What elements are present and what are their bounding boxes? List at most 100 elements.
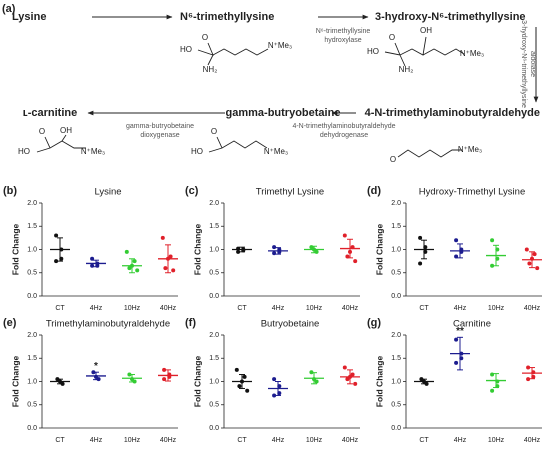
data-point	[342, 365, 347, 370]
data-point	[454, 360, 459, 365]
data-point	[277, 384, 282, 389]
significance-label: **	[456, 326, 464, 337]
data-point	[277, 391, 282, 396]
data-point	[240, 379, 244, 384]
compound-name: Lysine	[12, 11, 46, 23]
chart-title: Lysine	[94, 187, 121, 198]
atom-label: O	[39, 127, 45, 136]
data-point	[241, 248, 246, 253]
data-point	[350, 245, 355, 250]
x-tick-label: CT	[55, 437, 65, 444]
data-point	[423, 245, 428, 250]
chart-title: Trimethylaminobutyraldehyde	[46, 319, 170, 330]
x-tick-label: 10Hz	[488, 305, 505, 312]
y-tick-label: 0.0	[209, 293, 219, 300]
data-point	[163, 266, 168, 271]
x-tick-label: 40Hz	[524, 437, 541, 444]
enzyme-label: gamma-butryobetaine	[126, 123, 194, 130]
data-point	[54, 233, 59, 238]
enzyme-label: hydroxylase	[324, 37, 361, 44]
data-point	[94, 374, 98, 379]
compound-name: 3-hydroxy-N⁶-trimethyllysine	[375, 11, 526, 23]
enzyme-label: aldolase	[529, 51, 536, 77]
y-axis-label: Fold Change	[192, 224, 202, 276]
data-point	[96, 377, 101, 382]
compound-name: ʟ-carnitine	[23, 107, 77, 119]
data-point	[459, 356, 464, 361]
data-point	[167, 374, 172, 379]
x-tick-label: 10Hz	[124, 305, 141, 312]
x-tick-label: CT	[237, 305, 247, 312]
x-tick-label: CT	[419, 305, 429, 312]
x-tick-label: 40Hz	[342, 305, 359, 312]
data-point	[309, 245, 314, 250]
data-point	[531, 370, 536, 375]
x-tick-label: CT	[55, 305, 65, 312]
data-point	[459, 351, 464, 356]
atom-label: HO	[367, 47, 379, 56]
data-point	[527, 261, 532, 266]
panel-label: (e)	[3, 317, 17, 329]
data-point	[454, 337, 459, 342]
data-point	[495, 384, 500, 389]
y-axis-label: Fold Change	[374, 224, 384, 276]
y-axis-label: Fold Change	[374, 356, 384, 408]
x-tick-label: 10Hz	[124, 437, 141, 444]
x-tick-label: 10Hz	[488, 437, 505, 444]
x-tick-label: 40Hz	[524, 305, 541, 312]
data-point	[130, 263, 134, 268]
data-point	[168, 254, 173, 259]
x-tick-label: 40Hz	[160, 305, 177, 312]
y-tick-label: 0.5	[391, 270, 401, 277]
data-point	[342, 233, 347, 238]
y-tick-label: 0.0	[27, 425, 37, 432]
data-point	[272, 377, 277, 382]
atom-label: N⁺Me₃	[460, 49, 484, 58]
atom-label: NH₂	[203, 65, 218, 74]
enzyme-label: 3-hydroxy-N⁶-trimethyllysine	[520, 20, 527, 108]
data-point	[135, 268, 140, 273]
compound-name: gamma-butryobetaine	[226, 107, 341, 119]
data-point	[91, 370, 96, 375]
atom-label: O	[390, 155, 396, 164]
compound-name: 4-N-trimethylaminobutyraldehyde	[365, 107, 540, 119]
x-tick-label: CT	[419, 437, 429, 444]
data-point	[162, 377, 167, 382]
atom-label: NH₂	[399, 65, 414, 74]
y-tick-label: 0.5	[209, 270, 219, 277]
data-point	[58, 379, 62, 384]
data-point	[353, 259, 358, 264]
atom-label: HO	[191, 147, 203, 156]
data-point	[314, 249, 319, 254]
y-tick-label: 2.0	[209, 332, 219, 339]
structure	[384, 36, 465, 67]
x-tick-label: 4Hz	[90, 305, 103, 312]
data-point	[345, 254, 350, 259]
data-point	[526, 365, 531, 370]
data-point	[272, 251, 277, 256]
data-point	[490, 263, 495, 268]
y-tick-label: 1.5	[391, 355, 401, 362]
chart-title: Butryobetaine	[261, 319, 320, 330]
y-tick-label: 0.0	[209, 425, 219, 432]
enzyme-label: dehydrogenase	[320, 132, 368, 139]
panel-label: (g)	[367, 317, 381, 329]
data-point	[272, 245, 277, 250]
data-point	[272, 393, 277, 398]
data-point	[130, 377, 134, 382]
y-tick-label: 2.0	[391, 332, 401, 339]
y-axis-label: Fold Change	[10, 224, 20, 276]
data-point	[490, 372, 495, 377]
y-tick-label: 1.5	[209, 223, 219, 230]
data-point	[490, 388, 495, 393]
structure	[208, 136, 268, 153]
enzyme-label: dioxygenase	[140, 132, 179, 139]
data-point	[524, 247, 529, 252]
atom-label: O	[211, 127, 217, 136]
data-point	[454, 254, 459, 259]
structure	[36, 134, 86, 153]
atom-label: O	[389, 33, 395, 42]
x-tick-label: 4Hz	[454, 305, 467, 312]
y-tick-label: 2.0	[27, 332, 37, 339]
data-point	[454, 238, 459, 243]
